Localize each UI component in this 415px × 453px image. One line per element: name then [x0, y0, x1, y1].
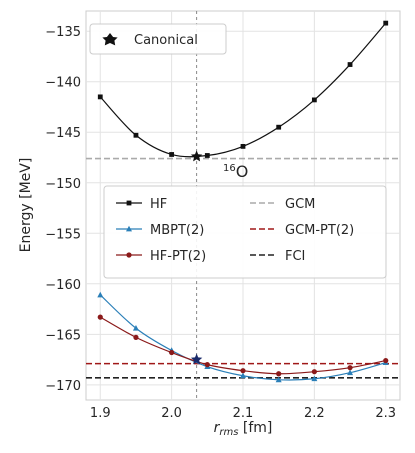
- x-axis-label-sub: rms: [219, 427, 238, 438]
- legend-items: HF MBPT(2) HF-PT(2) GCM GCM-PT(2) FCI: [116, 197, 354, 264]
- y-tick-label: −140: [45, 76, 81, 91]
- canonical-marker-hf: [190, 150, 203, 162]
- data-point-hf: [97, 94, 103, 100]
- nucleus-annotation: 16O: [223, 162, 248, 181]
- legend-label-fci: FCI: [285, 249, 305, 264]
- legend-canonical-box: [89, 23, 227, 55]
- legend-methods: HF MBPT(2) HF-PT(2) GCM GCM-PT(2) FCI: [103, 185, 387, 279]
- data-point-hf: [311, 97, 317, 103]
- y-tick-label: −155: [45, 227, 81, 242]
- x-axis-label-unit: [fm]: [238, 420, 272, 436]
- data-point-hf: [204, 153, 210, 158]
- x-axis-label-main: r: [214, 420, 221, 436]
- y-tick-labels: −135 −140 −145 −150 −155 −160 −165 −170: [45, 25, 81, 394]
- y-tick-label: −135: [45, 25, 81, 40]
- data-point-hf-pt-2: [240, 368, 246, 374]
- x-tick-label: 2.2: [304, 406, 325, 421]
- data-point-mbpt-2: [132, 325, 139, 331]
- canonical-marker-correlated: [190, 353, 203, 365]
- x-tick-labels: 1.9 2.0 2.1 2.2 2.3: [90, 406, 396, 421]
- data-point-hf-pt-2: [276, 371, 282, 377]
- y-tick-label: −170: [45, 379, 81, 394]
- y-tick-label: −145: [45, 126, 81, 141]
- data-point-hf-pt-2: [133, 334, 139, 340]
- data-point-hf: [347, 62, 353, 67]
- data-point-hf: [383, 20, 389, 26]
- x-tick-label: 2.0: [161, 406, 182, 421]
- x-tick-label: 1.9: [90, 406, 111, 421]
- y-tick-label: −165: [45, 328, 81, 343]
- data-point-hf-pt-2: [347, 365, 353, 371]
- legend-methods-box: [103, 185, 387, 279]
- data-point-hf-pt-2: [383, 357, 389, 364]
- legend-label-hf-pt-2: HF-PT(2): [150, 249, 206, 264]
- nucleus-mass-number: 16: [223, 163, 236, 174]
- canonical-markers: [190, 150, 203, 365]
- legend-label-gcm-pt-2: GCM-PT(2): [285, 223, 354, 238]
- legend-canonical-label: Canonical: [134, 33, 198, 48]
- nucleus-element: O: [236, 162, 249, 181]
- series-lines: [97, 20, 389, 383]
- legend-marker-hf: [126, 200, 132, 206]
- x-tick-label: 2.3: [375, 406, 396, 421]
- legend-label-hf: HF: [150, 197, 167, 212]
- legend-label-gcm: GCM: [285, 197, 315, 212]
- legend-marker-mbpt-2: [126, 225, 132, 232]
- y-tick-label: −150: [45, 177, 81, 192]
- data-point-mbpt-2: [347, 369, 354, 376]
- data-point-mbpt-2: [97, 291, 104, 298]
- data-point-hf-pt-2: [204, 362, 210, 368]
- data-point-hf: [240, 143, 246, 149]
- x-tick-label: 2.1: [233, 406, 254, 421]
- legend-label-mbpt-2: MBPT(2): [150, 223, 204, 238]
- data-point-hf: [169, 152, 175, 157]
- data-point-hf: [276, 124, 282, 130]
- data-point-mbpt-2: [275, 376, 282, 383]
- canonical-legend-marker: [102, 33, 118, 46]
- data-point-hf-pt-2: [311, 369, 317, 375]
- data-point-hf-pt-2: [97, 314, 103, 320]
- data-point-mbpt-2: [311, 375, 318, 382]
- x-axis-label: rrms [fm]: [214, 420, 273, 438]
- legend-canonical: Canonical: [89, 23, 227, 55]
- data-point-hf: [133, 132, 139, 138]
- data-point-mbpt-2: [240, 372, 246, 379]
- data-point-hf-pt-2: [169, 349, 175, 356]
- legend-marker-hf-pt-2: [126, 252, 132, 258]
- y-tick-label: −160: [45, 278, 81, 293]
- y-axis-label: Energy [MeV]: [18, 158, 34, 253]
